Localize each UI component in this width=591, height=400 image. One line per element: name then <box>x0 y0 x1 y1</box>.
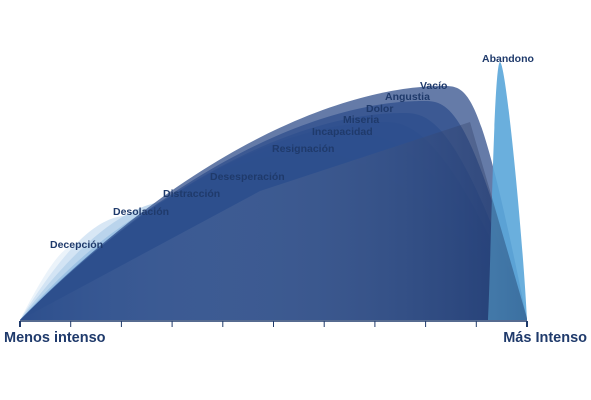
category-label-desolación: Desolación <box>113 206 169 218</box>
category-label-group: Decepción Desolación Distracción Desesperac… <box>50 53 534 251</box>
category-label-angustia: Angustia <box>385 91 430 103</box>
intensity-shading <box>20 122 527 320</box>
category-label-incapacidad: Incapacidad <box>312 126 373 138</box>
category-label-vacío: Vacío <box>420 80 447 92</box>
category-label-dolor: Dolor <box>366 103 393 115</box>
axis-label-right: Más Intenso <box>503 330 587 346</box>
area-series-group <box>20 62 527 320</box>
category-label-abandono: Abandono <box>482 53 534 65</box>
axis-label-left: Menos intenso <box>4 330 106 346</box>
category-label-distracción: Distracción <box>163 188 220 200</box>
x-axis-ticks <box>19 321 528 327</box>
category-label-decepción: Decepción <box>50 239 103 251</box>
category-label-resignación: Resignación <box>272 143 334 155</box>
category-label-miseria: Miseria <box>343 114 379 126</box>
category-label-desesperación: Desesperación <box>210 171 285 183</box>
